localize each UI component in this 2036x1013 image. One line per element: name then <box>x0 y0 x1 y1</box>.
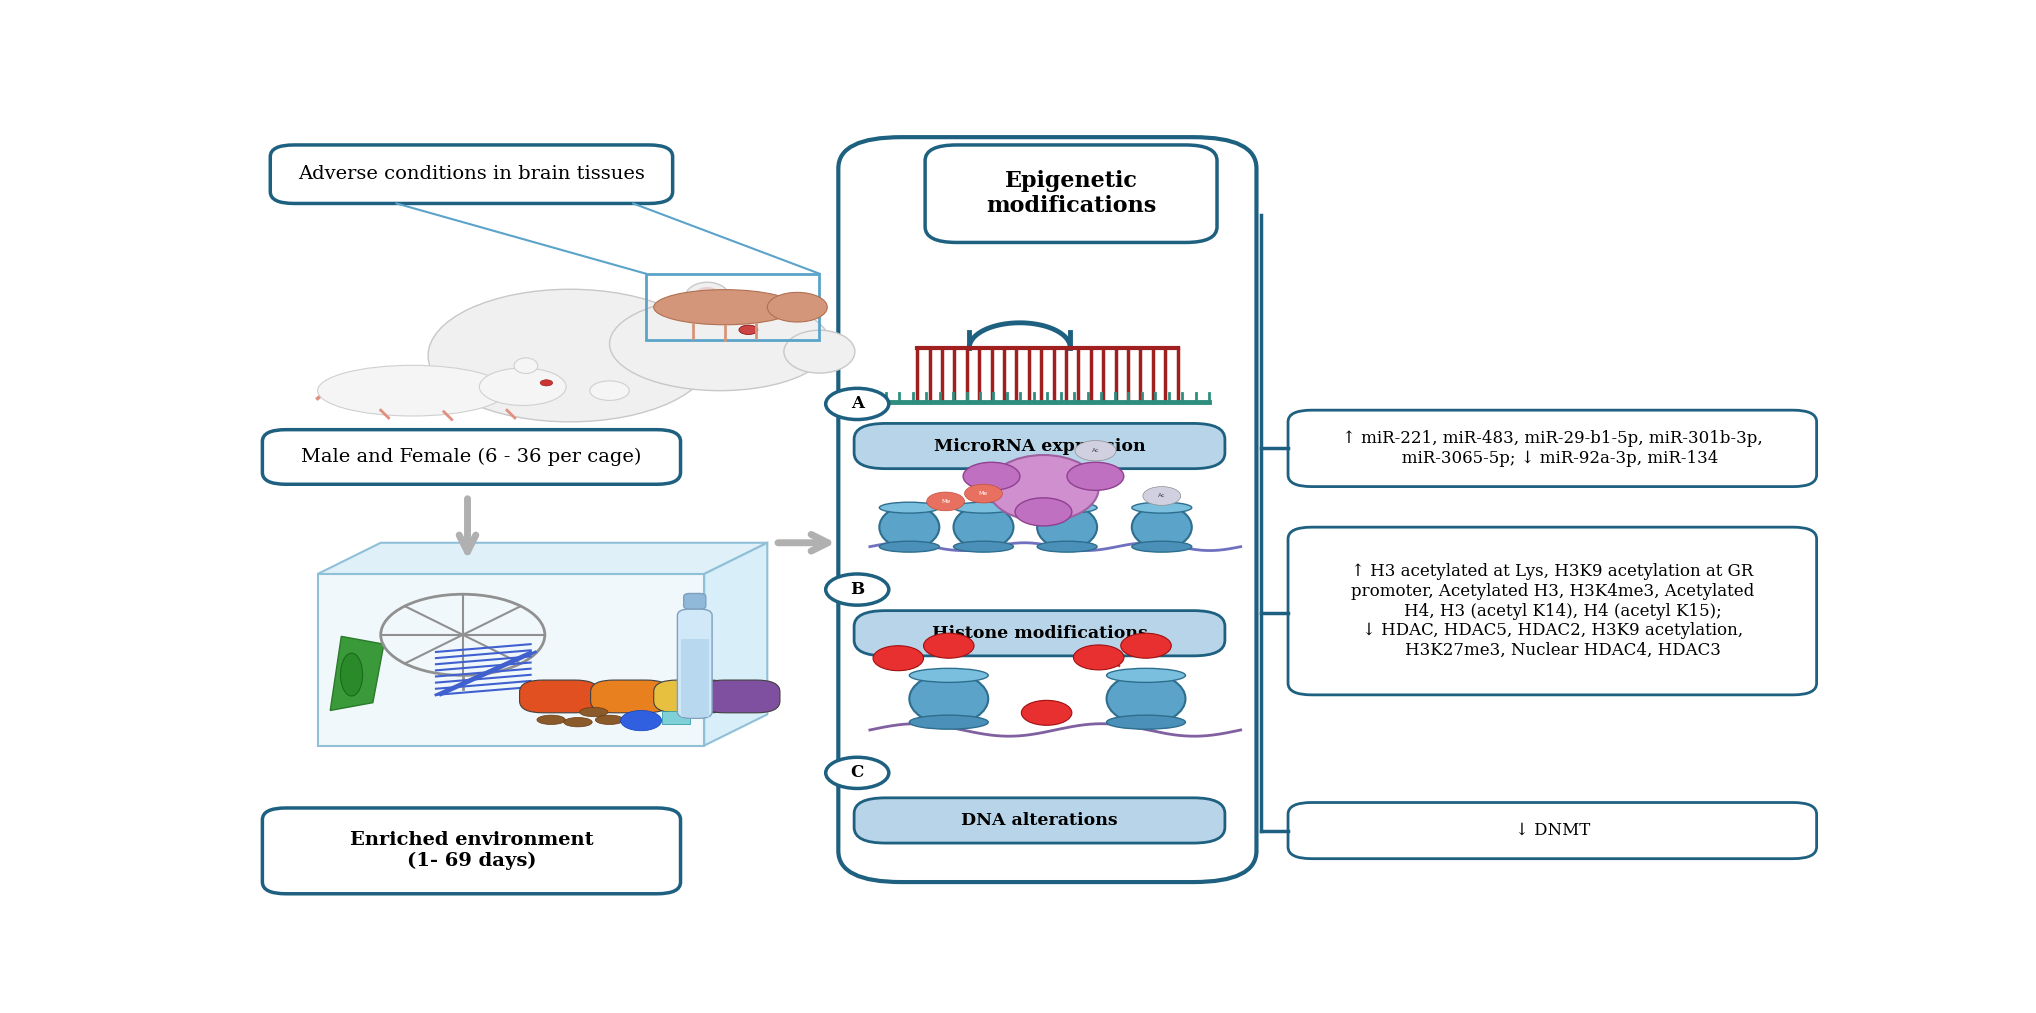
Ellipse shape <box>768 293 827 322</box>
Text: Ac: Ac <box>1158 493 1165 498</box>
FancyBboxPatch shape <box>855 798 1226 843</box>
FancyBboxPatch shape <box>662 711 690 723</box>
Circle shape <box>1142 486 1181 505</box>
Text: MicroRNA expression: MicroRNA expression <box>935 438 1146 455</box>
Ellipse shape <box>538 715 566 724</box>
Circle shape <box>1016 497 1071 526</box>
Ellipse shape <box>1132 541 1191 552</box>
FancyBboxPatch shape <box>1289 802 1816 859</box>
FancyBboxPatch shape <box>1289 410 1816 486</box>
Ellipse shape <box>609 297 831 391</box>
Polygon shape <box>704 543 768 746</box>
FancyBboxPatch shape <box>678 609 713 718</box>
FancyBboxPatch shape <box>318 574 704 746</box>
FancyBboxPatch shape <box>263 430 680 484</box>
FancyBboxPatch shape <box>839 137 1256 882</box>
Ellipse shape <box>880 502 939 514</box>
Text: ↑ miR-221, miR-483, miR-29-b1-5p, miR-301b-3p,
   miR-3065-5p; ↓ miR-92a-3p, miR: ↑ miR-221, miR-483, miR-29-b1-5p, miR-30… <box>1342 431 1763 467</box>
FancyBboxPatch shape <box>263 808 680 893</box>
Circle shape <box>827 758 890 788</box>
Text: Adverse conditions in brain tissues: Adverse conditions in brain tissues <box>297 165 645 183</box>
Ellipse shape <box>654 290 796 325</box>
Ellipse shape <box>318 366 507 416</box>
Circle shape <box>926 492 965 511</box>
FancyBboxPatch shape <box>1289 527 1816 695</box>
Circle shape <box>873 645 924 671</box>
Circle shape <box>1073 645 1124 670</box>
Text: C: C <box>851 765 863 781</box>
FancyBboxPatch shape <box>855 423 1226 469</box>
FancyBboxPatch shape <box>654 680 733 713</box>
Ellipse shape <box>513 358 538 374</box>
Ellipse shape <box>580 707 609 717</box>
Circle shape <box>540 380 552 386</box>
Circle shape <box>1067 462 1124 490</box>
Ellipse shape <box>953 502 1014 514</box>
Ellipse shape <box>428 290 713 421</box>
Ellipse shape <box>1132 502 1191 514</box>
FancyBboxPatch shape <box>680 639 709 717</box>
Text: Enriched environment
(1- 69 days): Enriched environment (1- 69 days) <box>350 832 592 870</box>
Ellipse shape <box>910 715 987 729</box>
Circle shape <box>1120 633 1171 658</box>
Ellipse shape <box>1108 669 1185 683</box>
Ellipse shape <box>595 715 623 724</box>
Text: Epigenetic
modifications: Epigenetic modifications <box>985 170 1156 218</box>
Ellipse shape <box>987 455 1099 522</box>
Text: ↑ H3 acetylated at Lys, H3K9 acetylation at GR
promoter, Acetylated H3, H3K4me3,: ↑ H3 acetylated at Lys, H3K9 acetylation… <box>1350 563 1753 658</box>
Text: B: B <box>851 581 865 598</box>
Circle shape <box>924 633 973 658</box>
Circle shape <box>963 462 1020 490</box>
Ellipse shape <box>910 669 987 683</box>
Ellipse shape <box>686 283 729 312</box>
Text: A: A <box>851 395 863 412</box>
Ellipse shape <box>692 287 721 307</box>
Text: Male and Female (6 - 36 per cage): Male and Female (6 - 36 per cage) <box>301 448 641 466</box>
Ellipse shape <box>784 330 855 373</box>
Ellipse shape <box>564 717 592 727</box>
Ellipse shape <box>880 541 939 552</box>
Text: Me: Me <box>979 491 987 496</box>
Ellipse shape <box>1132 505 1191 549</box>
FancyBboxPatch shape <box>519 680 599 713</box>
Ellipse shape <box>953 505 1014 549</box>
Polygon shape <box>330 636 385 710</box>
Ellipse shape <box>1036 541 1097 552</box>
Ellipse shape <box>1108 674 1185 724</box>
Circle shape <box>827 574 890 605</box>
Circle shape <box>621 710 662 730</box>
Circle shape <box>1022 700 1071 725</box>
Ellipse shape <box>1036 505 1097 549</box>
Circle shape <box>965 484 1002 503</box>
Text: Ac: Ac <box>1091 448 1099 453</box>
Text: ↓ DNMT: ↓ DNMT <box>1515 823 1590 839</box>
Ellipse shape <box>590 381 629 400</box>
Circle shape <box>827 388 890 419</box>
FancyBboxPatch shape <box>684 594 706 609</box>
FancyBboxPatch shape <box>271 145 672 204</box>
Text: Me: Me <box>941 499 951 503</box>
Text: Histone modifications: Histone modifications <box>932 625 1148 642</box>
Ellipse shape <box>880 505 939 549</box>
Polygon shape <box>318 543 768 574</box>
FancyBboxPatch shape <box>590 680 670 713</box>
Ellipse shape <box>953 541 1014 552</box>
Circle shape <box>739 325 757 334</box>
Ellipse shape <box>1036 502 1097 514</box>
FancyBboxPatch shape <box>855 611 1226 655</box>
FancyBboxPatch shape <box>924 145 1218 242</box>
Ellipse shape <box>478 368 566 405</box>
Circle shape <box>1075 441 1116 461</box>
Ellipse shape <box>910 674 987 724</box>
Ellipse shape <box>340 653 362 696</box>
Ellipse shape <box>1108 715 1185 729</box>
Text: DNA alterations: DNA alterations <box>961 812 1118 829</box>
FancyBboxPatch shape <box>700 680 780 713</box>
